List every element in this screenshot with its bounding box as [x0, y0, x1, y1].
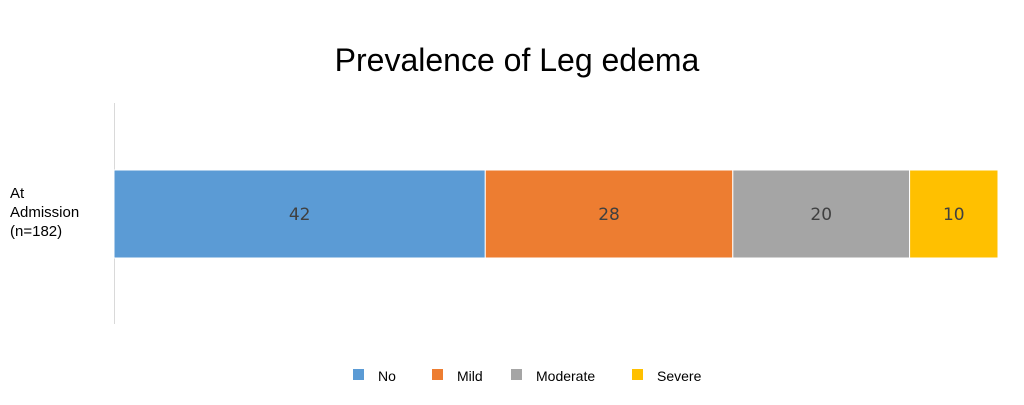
category-label-line: Admission [10, 204, 79, 221]
category-label-line: At [10, 185, 25, 202]
data-label-mild: 28 [598, 205, 620, 225]
bar-segment-mild [484, 169, 734, 259]
legend-label-no: No [378, 368, 396, 384]
legend-swatch-no [353, 369, 364, 380]
data-label-moderate: 20 [810, 205, 832, 225]
data-labels: 42 28 20 10 [289, 205, 965, 225]
chart-title: Prevalence of Leg edema [335, 42, 700, 78]
legend-swatch-mild [432, 369, 443, 380]
category-label: At Admission (n=182) [10, 185, 79, 240]
legend-label-moderate: Moderate [536, 368, 595, 384]
legend-swatch-severe [632, 369, 643, 380]
category-label-line: (n=182) [10, 223, 62, 240]
data-label-no: 42 [289, 205, 311, 225]
legend-swatch-moderate [511, 369, 522, 380]
category-labels: At Admission (n=182) [10, 185, 79, 240]
bar-segment-severe [909, 169, 999, 259]
data-label-severe: 10 [943, 205, 965, 225]
legend-label-mild: Mild [457, 368, 483, 384]
legend-label-severe: Severe [657, 368, 702, 384]
bar-segments [113, 169, 999, 259]
bar-segment-moderate [732, 169, 911, 259]
bar-segment-no [113, 169, 486, 259]
legend: No Mild Moderate Severe [353, 368, 702, 384]
